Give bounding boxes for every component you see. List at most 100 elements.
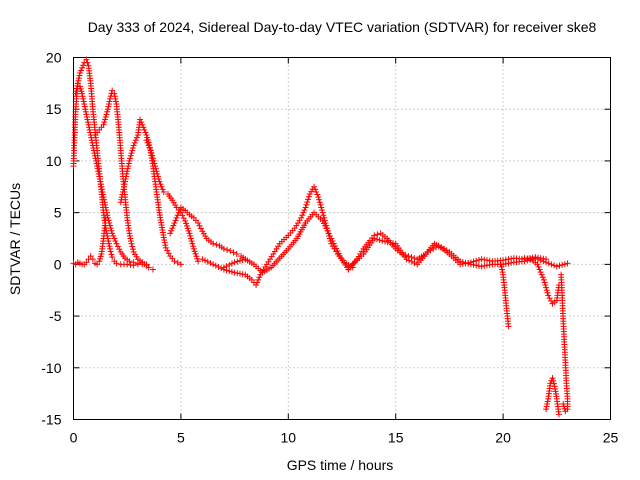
data-point — [323, 225, 330, 232]
data-point — [524, 255, 531, 262]
data-point — [152, 165, 159, 172]
data-point — [535, 263, 542, 270]
data-point — [129, 147, 136, 154]
data-point — [95, 170, 102, 177]
data-point — [224, 246, 231, 253]
data-point — [457, 258, 464, 265]
data-point — [174, 212, 181, 219]
data-point — [497, 261, 504, 268]
data-point — [556, 262, 563, 269]
x-tick-label: 20 — [495, 430, 511, 446]
data-point — [314, 191, 321, 198]
y-axis-label: SDTVAR / TECUs — [7, 183, 23, 295]
data-point — [177, 261, 184, 268]
data-point — [539, 274, 546, 281]
data-point — [212, 262, 219, 269]
data-point — [81, 101, 88, 108]
data-point — [544, 289, 551, 296]
data-point — [91, 152, 98, 159]
data-point — [102, 201, 109, 208]
data-point — [96, 176, 103, 183]
y-tick-label: 15 — [46, 101, 62, 117]
data-point — [95, 168, 102, 175]
data-point — [100, 191, 107, 198]
data-point — [103, 111, 110, 118]
data-point — [195, 258, 202, 265]
data-point — [125, 160, 132, 167]
data-point — [481, 256, 488, 263]
data-point — [210, 261, 217, 268]
data-point — [74, 82, 81, 89]
data-point — [223, 263, 230, 270]
data-point — [315, 194, 322, 201]
data-point — [118, 194, 125, 201]
data-point — [118, 196, 125, 203]
data-point — [80, 98, 87, 105]
chart-title: Day 333 of 2024, Sidereal Day-to-day VTE… — [88, 19, 597, 35]
data-point — [120, 186, 127, 193]
data-point — [111, 235, 118, 242]
data-point — [149, 152, 156, 159]
data-point — [379, 237, 386, 244]
data-point — [78, 67, 85, 74]
data-point — [105, 103, 112, 110]
data-point — [541, 279, 548, 286]
data-point — [546, 295, 553, 302]
data-point — [187, 232, 194, 239]
grid-lines — [73, 57, 611, 420]
data-point — [228, 268, 235, 275]
data-point — [114, 243, 121, 250]
data-point — [475, 262, 482, 269]
data-point — [335, 250, 342, 257]
data-point — [94, 165, 101, 172]
data-point — [330, 240, 337, 247]
x-tick-label: 5 — [177, 430, 185, 446]
data-point — [81, 103, 88, 110]
data-point — [537, 269, 544, 276]
data-point — [128, 150, 135, 157]
data-point — [160, 234, 167, 241]
data-point — [319, 217, 326, 224]
data-point — [83, 259, 90, 266]
y-tick-label: -10 — [41, 360, 61, 376]
data-point — [141, 126, 148, 133]
data-point — [158, 183, 165, 190]
data-point — [543, 259, 550, 266]
x-axis-label: GPS time / hours — [287, 457, 394, 473]
data-point — [560, 400, 567, 407]
data-point — [83, 111, 90, 118]
data-point — [76, 72, 83, 79]
data-point — [406, 257, 413, 264]
x-tick-label: 15 — [388, 430, 404, 446]
data-point — [84, 59, 91, 66]
data-point — [88, 134, 95, 141]
data-point — [537, 257, 544, 264]
data-point — [234, 270, 241, 277]
data-point — [540, 258, 547, 265]
data-point — [111, 93, 118, 100]
data-point — [475, 256, 482, 263]
data-point — [253, 282, 260, 289]
data-point — [105, 101, 112, 108]
data-point — [149, 155, 156, 162]
data-point — [103, 209, 110, 216]
data-point — [84, 116, 91, 123]
data-point — [411, 260, 418, 267]
data-point — [322, 222, 329, 229]
data-point — [305, 196, 312, 203]
data-point — [316, 196, 323, 203]
data-point — [319, 209, 326, 216]
data-point — [90, 147, 97, 154]
data-point — [173, 214, 180, 221]
data-point — [196, 222, 203, 229]
data-point — [481, 262, 488, 269]
data-point — [85, 121, 92, 128]
data-point — [299, 212, 306, 219]
data-point — [551, 262, 558, 269]
data-point — [544, 400, 551, 407]
data-point — [103, 207, 110, 214]
data-point — [164, 247, 171, 254]
data-point — [149, 266, 156, 273]
data-point — [168, 227, 175, 234]
data-point — [187, 235, 194, 242]
